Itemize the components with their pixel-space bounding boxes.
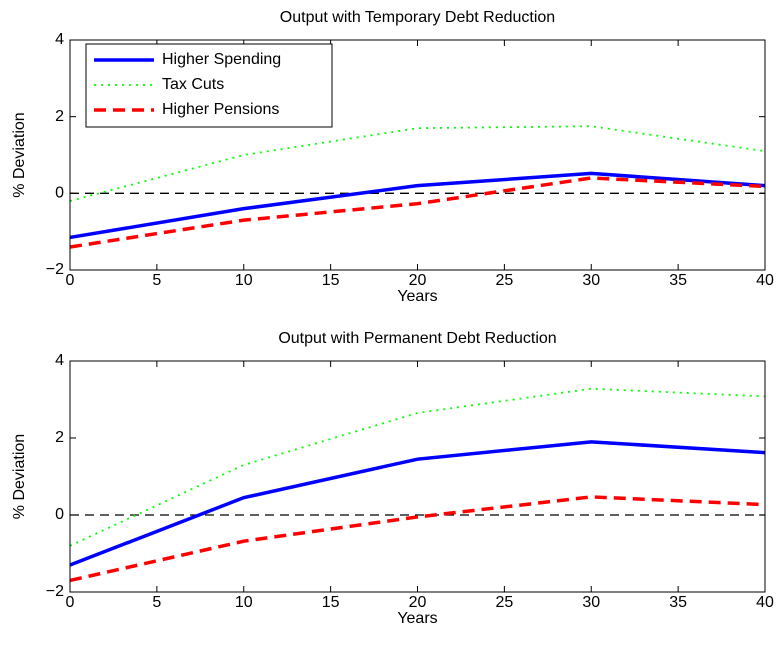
x-tick-label: 10 <box>235 594 253 611</box>
chart-title: Output with Permanent Debt Reduction <box>278 330 556 347</box>
y-tick-label: 2 <box>55 108 64 125</box>
x-tick-label: 0 <box>66 594 75 611</box>
x-tick-label: 0 <box>66 272 75 289</box>
series-line <box>69 387 766 547</box>
series-line <box>69 495 766 583</box>
y-axis-label: % Deviation <box>11 112 28 197</box>
x-tick-label: 25 <box>495 272 513 289</box>
x-axis-label: Years <box>397 610 437 627</box>
x-tick-label: 15 <box>322 594 340 611</box>
series-line <box>69 171 766 240</box>
plot-frame <box>69 360 766 593</box>
plot-frame <box>69 39 766 271</box>
y-tick-label: 2 <box>55 429 64 446</box>
y-axis-label: % Deviation <box>11 434 28 519</box>
x-tick-label: 40 <box>756 272 774 289</box>
x-tick-label: 30 <box>582 272 600 289</box>
chart-title: Output with Temporary Debt Reduction <box>280 9 555 26</box>
y-tick-label: 0 <box>55 185 64 202</box>
series-line <box>69 176 766 249</box>
x-tick-label: 25 <box>495 594 513 611</box>
x-tick-label: 35 <box>669 272 687 289</box>
series-line <box>69 125 766 202</box>
x-axis-label: Years <box>397 288 437 305</box>
y-tick-label: 4 <box>55 352 64 369</box>
y-tick-label: −2 <box>46 261 64 278</box>
legend-label: Higher Spending <box>162 51 281 68</box>
x-tick-label: 35 <box>669 594 687 611</box>
y-tick-label: 0 <box>55 506 64 523</box>
legend-box <box>85 43 333 128</box>
x-tick-label: 5 <box>152 272 161 289</box>
x-tick-label: 20 <box>409 594 427 611</box>
series-line <box>69 440 766 567</box>
y-tick-label: 4 <box>55 31 64 48</box>
x-tick-label: 30 <box>582 594 600 611</box>
x-tick-label: 10 <box>235 272 253 289</box>
x-tick-label: 15 <box>322 272 340 289</box>
x-tick-label: 5 <box>152 594 161 611</box>
x-tick-label: 20 <box>409 272 427 289</box>
y-tick-label: −2 <box>46 583 64 600</box>
x-tick-label: 40 <box>756 594 774 611</box>
legend-label: Tax Cuts <box>162 76 224 93</box>
legend-label: Higher Pensions <box>162 101 279 118</box>
